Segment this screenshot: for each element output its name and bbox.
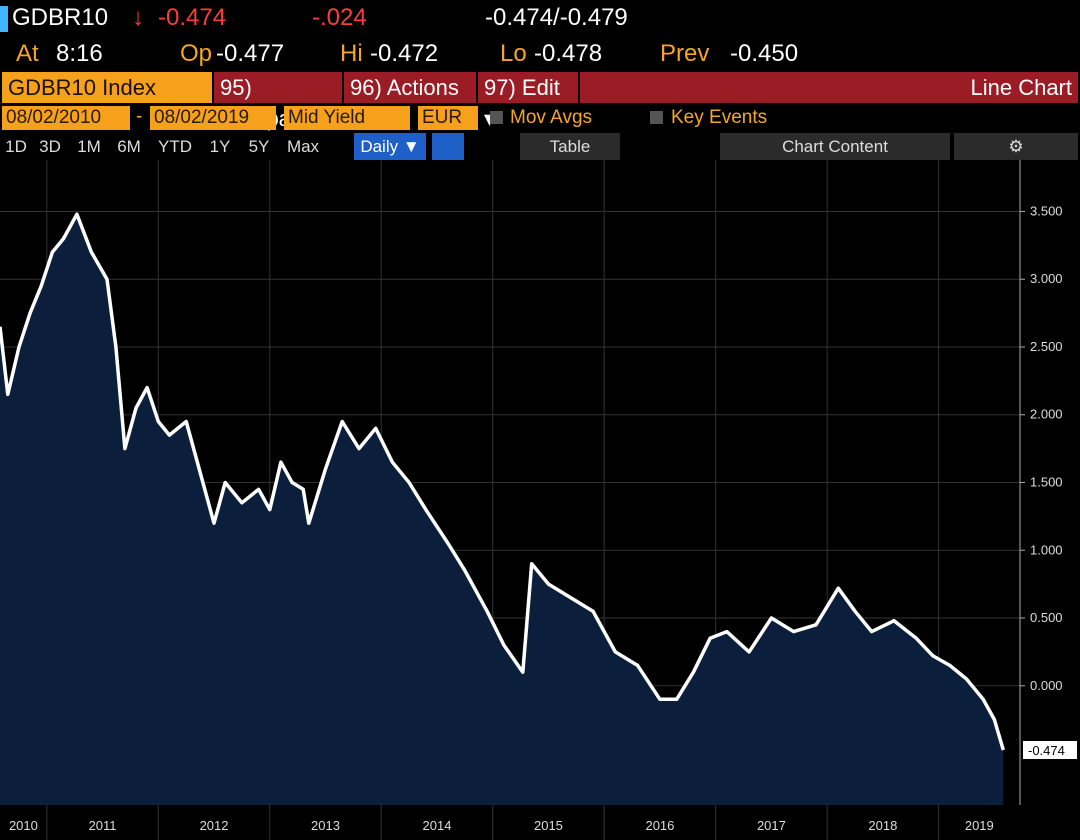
last-value-label: -0.474 <box>1028 743 1065 758</box>
field[interactable]: Mid Yield <box>284 106 410 130</box>
edit[interactable]: 97) Edit ▾ <box>478 72 578 131</box>
actions[interactable]: 96) Actions ▾ <box>344 72 476 131</box>
frequency[interactable]: Daily ▼ <box>354 133 426 160</box>
x-tick-label: 2010 <box>9 818 38 833</box>
y-tick-label: 0.500 <box>1030 610 1063 625</box>
x-tick-label: 2016 <box>645 818 674 833</box>
prev-label: Prev <box>660 40 710 67</box>
currency[interactable]: EUR <box>418 106 478 130</box>
y-tick-label: 2.500 <box>1030 339 1063 354</box>
prev: -0.450 <box>730 40 799 67</box>
last-value-box <box>1023 740 1077 759</box>
security[interactable]: GDBR10 Index <box>2 72 212 103</box>
x-tick-label: 2019 <box>965 818 994 833</box>
low: -0.478 <box>534 40 603 67</box>
x-tick-label: 2018 <box>868 818 897 833</box>
dash: - <box>136 106 143 127</box>
x-tick-label: 2011 <box>89 818 117 833</box>
y-tick-label: 1.000 <box>1030 542 1063 557</box>
y-tick-label: 3.000 <box>1030 271 1063 286</box>
key-events[interactable]: Key Events <box>671 107 768 128</box>
compare[interactable]: 95) Compare <box>214 72 342 131</box>
line <box>0 212 1005 751</box>
view[interactable]: Line Chart <box>580 72 1078 103</box>
end-date[interactable]: 08/02/2019 <box>150 106 276 130</box>
bid-ask: -0.474/-0.479 <box>485 4 628 31</box>
period-button[interactable]: YTD <box>158 137 192 156</box>
settings-icon[interactable]: ⚙ <box>954 133 1078 160</box>
period-button[interactable]: 3D <box>39 137 61 156</box>
period-button[interactable]: 1M <box>77 137 101 156</box>
plot-area <box>0 160 1020 805</box>
tool: News <box>536 162 559 172</box>
x-tick-label: 2012 <box>200 818 229 833</box>
period-button[interactable]: 6M <box>117 137 141 156</box>
checkbox[interactable] <box>650 111 663 124</box>
start-date[interactable]: 08/02/2010 <box>2 106 130 130</box>
mov-avgs[interactable]: Mov Avgs <box>510 107 593 128</box>
time-label: At <box>16 40 39 67</box>
chart-content[interactable]: Chart Content <box>720 133 950 160</box>
high-label: Hi <box>340 40 363 67</box>
table[interactable]: Table <box>520 133 620 160</box>
open: -0.477 <box>216 40 285 67</box>
direction: ↓ <box>132 4 144 31</box>
y-tick-label: 1.500 <box>1030 475 1063 490</box>
period-button[interactable]: 5Y <box>248 137 270 156</box>
period-button[interactable]: 1Y <box>209 137 231 156</box>
open-label: Op <box>180 40 213 67</box>
x-tick-label: 2014 <box>423 818 452 833</box>
period-button[interactable]: Max <box>286 137 320 156</box>
x-tick-label: 2015 <box>534 818 563 833</box>
tool: Annotate <box>486 162 523 172</box>
tool: Track <box>450 162 473 172</box>
x-tick-label: 2017 <box>757 818 786 833</box>
low-label: Lo <box>500 40 527 67</box>
time: 8:16 <box>56 40 103 67</box>
tools: Track Annotate News Zoom <box>450 162 610 172</box>
checkbox[interactable] <box>490 111 503 124</box>
line-icon[interactable] <box>432 133 464 160</box>
period-button[interactable]: 1D <box>5 137 27 156</box>
tool: Zoom <box>572 162 596 172</box>
y-tick-label: 2.000 <box>1030 407 1063 422</box>
y-tick-label: 3.500 <box>1030 203 1063 218</box>
x-tick-label: 2013 <box>311 818 340 833</box>
change: -.024 <box>312 4 367 31</box>
area <box>0 214 1004 805</box>
ticker: GDBR10 <box>12 4 109 31</box>
y-tick-label: 0.000 <box>1030 678 1063 693</box>
high: -0.472 <box>370 40 439 67</box>
last: -0.474 <box>158 4 227 31</box>
marker <box>0 6 8 32</box>
